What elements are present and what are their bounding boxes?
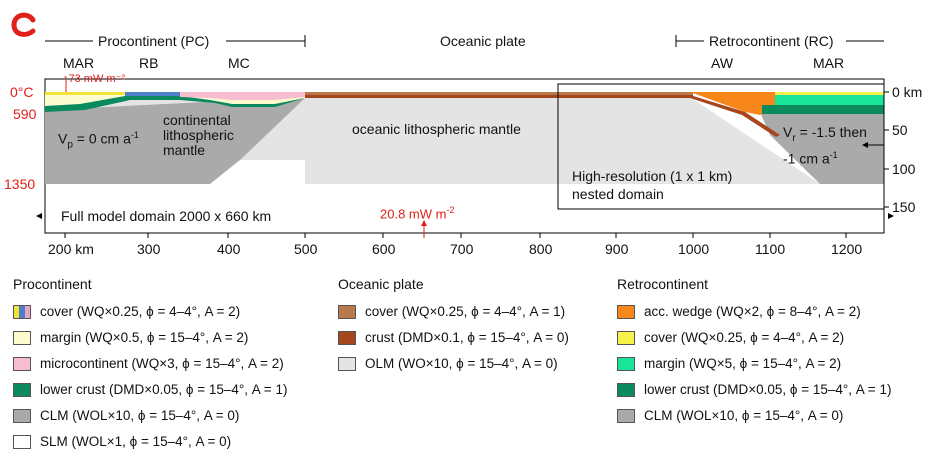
legend-pc-margin: margin (WQ×0.5, ϕ = 15–4°, A = 2) bbox=[40, 330, 249, 345]
x-tick-500: 500 bbox=[294, 241, 318, 257]
x-tick-900: 900 bbox=[605, 241, 629, 257]
legend-retrocontinent-title: Retrocontinent bbox=[617, 276, 709, 292]
legend-rc-clm: CLM (WOL×10, ϕ = 15–4°, A = 0) bbox=[644, 408, 844, 423]
pro-clm-region bbox=[45, 97, 305, 184]
nested-domain-label: High-resolution (1 x 1 km) nested domain bbox=[572, 168, 733, 202]
legend-swatch-rc-margin bbox=[617, 357, 635, 371]
label-rb: RB bbox=[139, 55, 159, 71]
x-tick-1200: 1200 bbox=[831, 241, 863, 257]
temp-0: 0°C bbox=[10, 84, 34, 100]
x-tick-600: 600 bbox=[372, 241, 396, 257]
x-tick-700: 700 bbox=[450, 241, 474, 257]
oceanic-lm-label: oceanic lithospheric mantle bbox=[352, 121, 521, 137]
label-mar-right: MAR bbox=[813, 55, 845, 71]
label-aw: AW bbox=[711, 55, 734, 71]
heat-flux-bottom: 20.8 mW m-2 bbox=[380, 205, 455, 222]
legend-rc-cover: cover (WQ×0.25, ϕ = 4–4°, A = 2) bbox=[644, 330, 845, 345]
x-tick-400: 400 bbox=[217, 241, 241, 257]
legend-swatch-rc-cover bbox=[617, 331, 635, 345]
legend-swatch-rc-clm bbox=[617, 409, 635, 423]
depth-tick-50: 50 bbox=[892, 122, 908, 138]
temp-590: 590 bbox=[13, 106, 37, 122]
full-domain-label: Full model domain 2000 x 660 km bbox=[61, 208, 272, 224]
legend-pc-lower-crust: lower crust (DMD×0.05, ϕ = 15–4°, A = 1) bbox=[40, 382, 288, 397]
legend-rc-margin: margin (WQ×5, ϕ = 15–4°, A = 2) bbox=[644, 356, 842, 371]
x-tick-300: 300 bbox=[137, 241, 161, 257]
model-setup-diagram bbox=[36, 35, 894, 238]
continental-lm-label: continental lithospheric mantle bbox=[163, 112, 234, 158]
legend-pc-clm: CLM (WOL×10, ϕ = 15–4°, A = 0) bbox=[40, 408, 240, 423]
legend-oc-crust: crust (DMD×0.1, ϕ = 15–4°, A = 0) bbox=[365, 330, 569, 345]
legend-swatch-rc-acc-wedge bbox=[617, 305, 635, 319]
region-procontinent: Procontinent (PC) bbox=[98, 33, 210, 49]
label-mc: MC bbox=[228, 55, 250, 71]
x-tick-1000: 1000 bbox=[678, 241, 710, 257]
legend-pc-slm: SLM (WOL×1, ϕ = 15–4°, A = 0) bbox=[40, 434, 232, 449]
legend-procontinent-title: Procontinent bbox=[13, 276, 92, 292]
legend-swatch-pc-lower-crust bbox=[13, 383, 31, 397]
vp-label: Vp = 0 cm a-1 bbox=[58, 130, 139, 151]
depth-tick-100: 100 bbox=[892, 161, 916, 177]
x-tick-800: 800 bbox=[529, 241, 553, 257]
legend-swatch-pc-clm bbox=[13, 409, 31, 423]
panel-label-c bbox=[11, 12, 36, 37]
legend-swatch-oc-olm bbox=[338, 357, 356, 371]
legend-oceanic-title: Oceanic plate bbox=[338, 276, 424, 292]
legend-swatch-oc-cover bbox=[338, 305, 356, 319]
legend-swatch-pc-margin bbox=[13, 331, 31, 345]
label-mar-left: MAR bbox=[63, 55, 95, 71]
x-tick-200: 200 km bbox=[48, 241, 94, 257]
legend-rc-lower-crust: lower crust (DMD×0.05, ϕ = 15–4°, A = 1) bbox=[644, 382, 892, 397]
legend-pc-cover: cover (WQ×0.25, ϕ = 4–4°, A = 2) bbox=[40, 304, 241, 319]
legend-oc-olm: OLM (WO×10, ϕ = 15–4°, A = 0) bbox=[365, 356, 558, 371]
retro-clm-region bbox=[760, 112, 884, 184]
heat-flux-top: ↑73 mW m⁻² bbox=[63, 73, 126, 85]
depth-tick-150: 150 bbox=[892, 199, 916, 215]
legend-oc-cover: cover (WQ×0.25, ϕ = 4–4°, A = 1) bbox=[365, 304, 566, 319]
legend-swatch-rc-lower-crust bbox=[617, 383, 635, 397]
legend-pc-microcontinent: microcontinent (WQ×3, ϕ = 15–4°, A = 2) bbox=[40, 356, 284, 371]
vr-label: Vr = -1.5 then -1 cm a-1 bbox=[783, 124, 867, 167]
legend-swatch-oc-crust bbox=[338, 331, 356, 345]
temp-1350: 1350 bbox=[4, 176, 36, 192]
legend-swatch-pc-slm bbox=[13, 435, 31, 449]
region-retrocontinent: Retrocontinent (RC) bbox=[709, 33, 834, 49]
x-tick-1100: 1100 bbox=[755, 241, 786, 257]
legend-rc-acc-wedge: acc. wedge (WQ×2, ϕ = 8–4°, A = 2) bbox=[644, 304, 861, 319]
region-oceanic-plate: Oceanic plate bbox=[440, 33, 526, 49]
legend-swatch-pc-cover bbox=[13, 305, 31, 319]
legend-swatch-pc-microcontinent bbox=[13, 357, 31, 371]
depth-tick-0: 0 km bbox=[892, 84, 923, 100]
